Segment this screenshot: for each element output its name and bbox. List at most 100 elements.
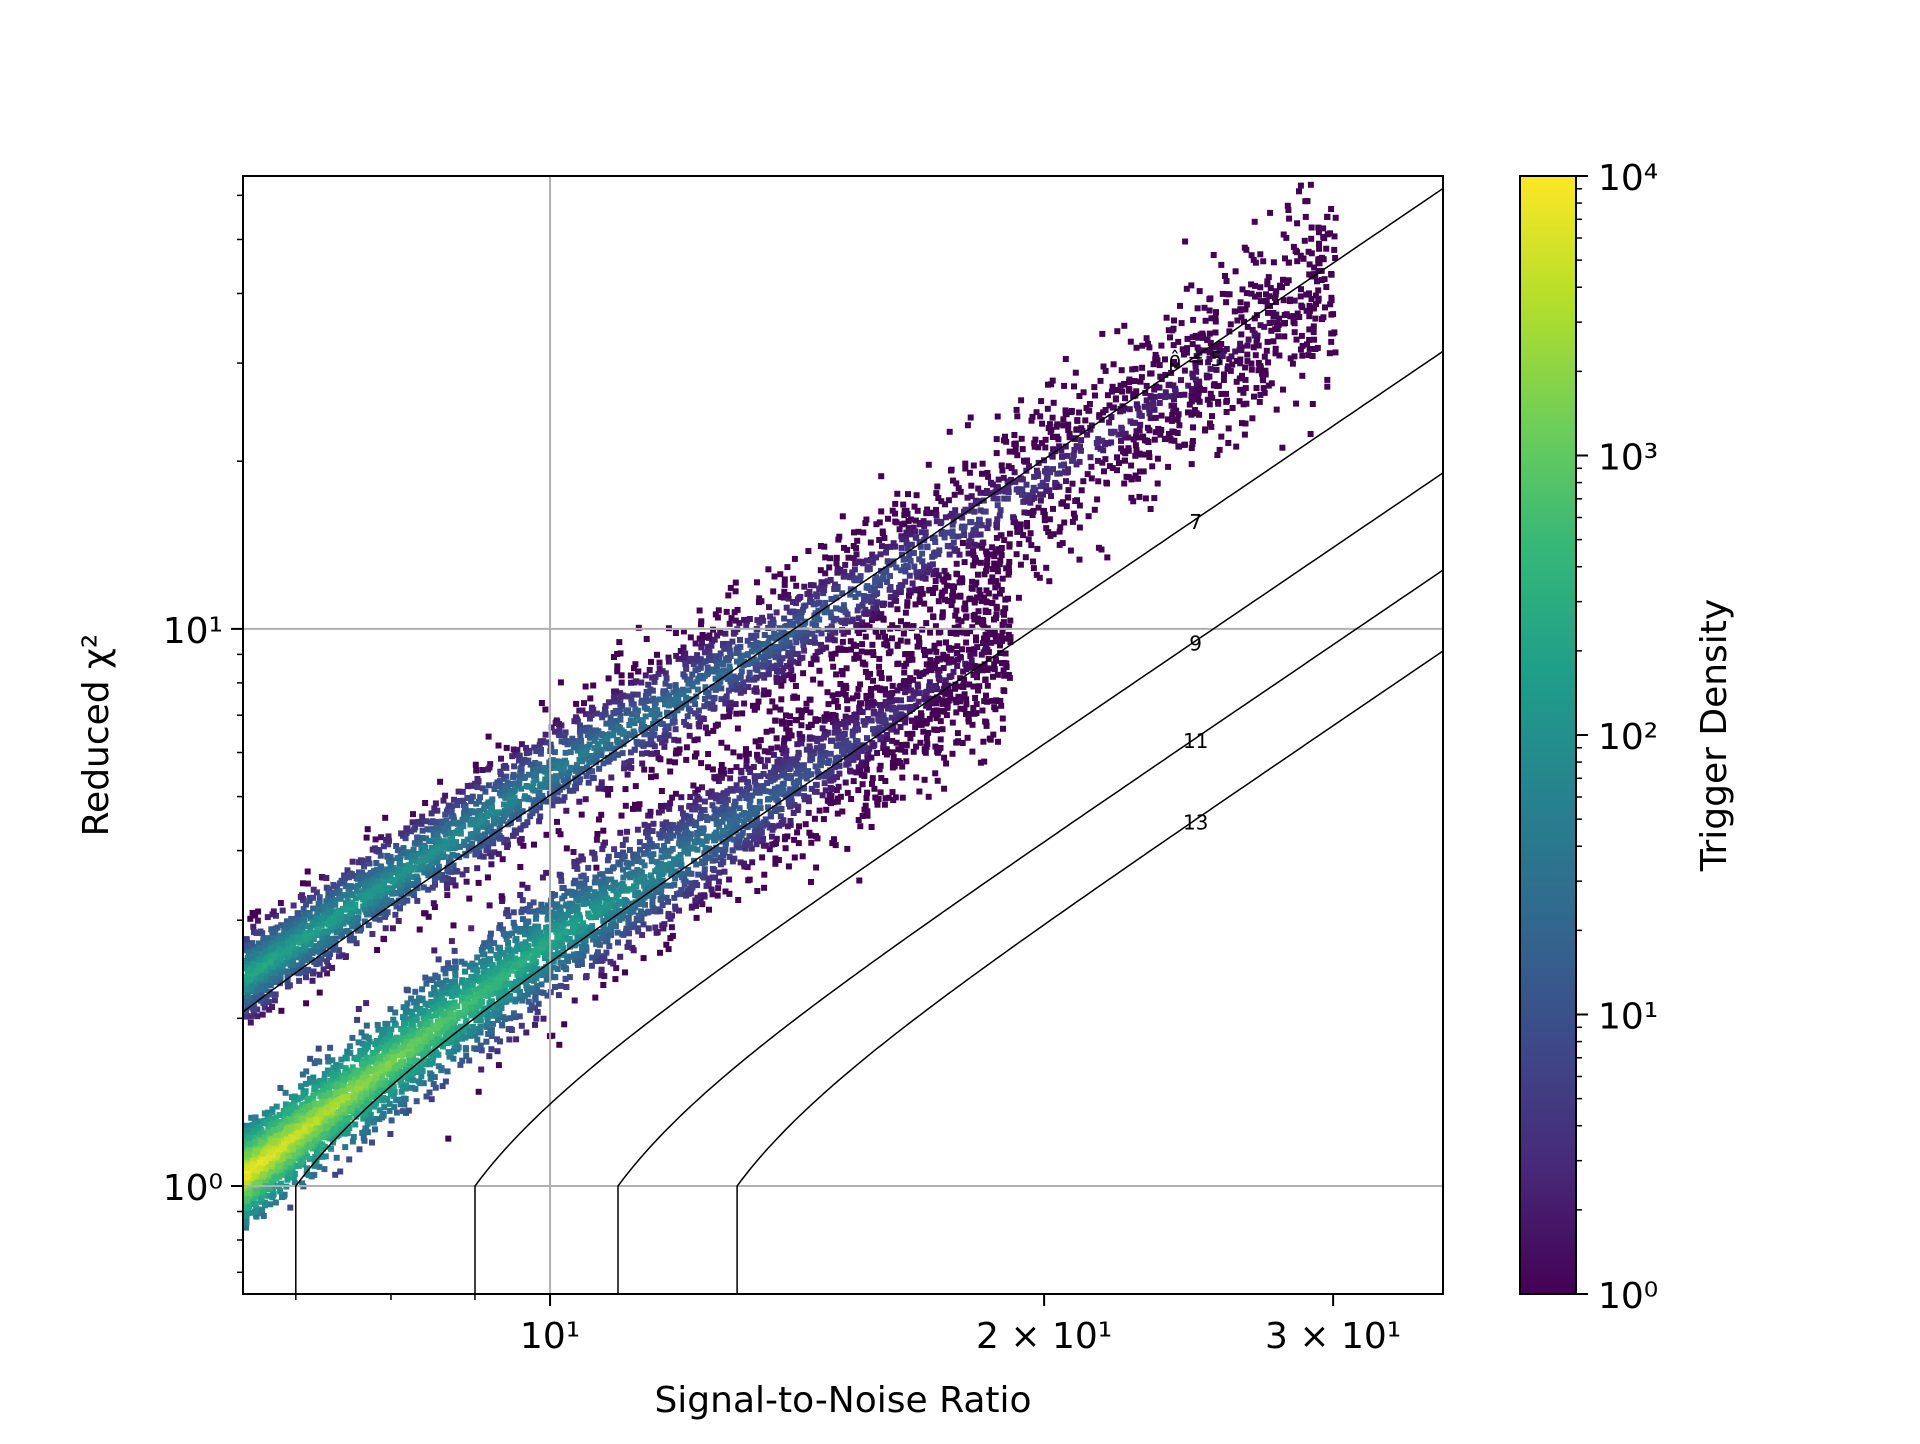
density-cell	[525, 998, 532, 1005]
density-cell	[871, 741, 878, 748]
density-cell	[342, 1072, 348, 1079]
density-cell	[518, 1022, 525, 1029]
density-cell	[963, 666, 970, 673]
density-cell	[742, 845, 749, 852]
density-cell	[527, 966, 534, 972]
density-cell	[403, 1067, 409, 1073]
density-cell	[314, 1089, 321, 1096]
density-cell	[757, 773, 764, 780]
density-cell	[582, 943, 589, 950]
density-cell	[481, 957, 488, 964]
density-cell	[580, 947, 586, 954]
density-cell	[555, 915, 561, 922]
density-cell	[450, 1055, 457, 1062]
density-cell	[812, 763, 819, 770]
density-cell	[893, 728, 900, 735]
density-cell	[761, 884, 768, 891]
density-cell	[495, 1017, 501, 1023]
density-cell	[272, 1199, 279, 1206]
density-cell	[889, 760, 896, 766]
density-cell	[921, 748, 928, 755]
density-cell	[439, 1043, 446, 1050]
density-cell	[438, 1065, 445, 1072]
density-cell	[898, 697, 904, 704]
density-cell	[592, 994, 599, 1001]
density-cell	[752, 738, 759, 745]
density-cell	[422, 1031, 429, 1038]
density-cell	[526, 902, 533, 909]
density-cell	[905, 657, 912, 664]
density-cell	[349, 1064, 356, 1071]
density-cell	[320, 1081, 327, 1088]
density-cell	[290, 1120, 297, 1127]
density-cell	[757, 737, 764, 744]
density-cell	[715, 885, 722, 892]
density-cell	[1005, 563, 1012, 570]
density-cell	[329, 1112, 336, 1119]
density-cell	[899, 774, 906, 781]
density-cell	[390, 1016, 397, 1023]
density-cell	[406, 1016, 413, 1023]
density-cell	[921, 776, 928, 783]
density-cell	[844, 789, 851, 796]
density-cell	[752, 778, 758, 785]
density-cell	[910, 623, 917, 630]
density-cell	[269, 1194, 276, 1201]
density-cell	[465, 984, 472, 991]
density-cell	[353, 1056, 360, 1063]
density-cell	[933, 700, 940, 707]
density-cell	[478, 1047, 485, 1054]
density-cell	[535, 907, 542, 914]
density-cell	[334, 1071, 341, 1078]
density-cell	[747, 769, 754, 776]
density-cell	[963, 639, 970, 646]
density-cell	[575, 937, 582, 944]
density-cell	[448, 938, 455, 945]
density-cell	[668, 924, 675, 931]
density-cell	[307, 1055, 314, 1062]
density-cell	[583, 974, 589, 981]
density-cell	[587, 929, 594, 936]
density-cell	[327, 1106, 334, 1113]
density-cell	[531, 977, 538, 984]
density-cell	[970, 671, 977, 678]
density-cell	[833, 742, 840, 749]
density-cell	[412, 998, 419, 1005]
density-cell	[976, 587, 983, 594]
density-cell	[376, 1080, 383, 1087]
density-cell	[863, 795, 870, 801]
density-cell	[337, 1168, 344, 1175]
density-cell	[416, 1068, 423, 1075]
density-cell	[265, 1192, 272, 1199]
density-cell	[261, 1120, 268, 1127]
density-cell	[277, 1085, 284, 1091]
density-cell	[927, 606, 934, 613]
density-cell	[243, 1128, 249, 1135]
density-cell	[260, 1171, 267, 1178]
density-cell	[787, 713, 793, 720]
density-cell	[283, 1146, 290, 1153]
density-cell	[355, 1104, 362, 1111]
density-cell	[413, 1017, 420, 1024]
density-cell	[793, 717, 800, 724]
density-cell	[913, 774, 920, 781]
density-cell	[726, 876, 733, 883]
density-cell	[552, 974, 559, 981]
density-cell	[825, 757, 832, 764]
density-cell	[786, 727, 793, 734]
density-cell	[467, 1029, 474, 1036]
density-cell	[306, 1104, 313, 1110]
density-cell	[311, 1079, 318, 1086]
density-cell	[344, 1068, 351, 1075]
density-cell	[544, 992, 551, 999]
density-cell	[280, 1141, 287, 1148]
density-cell	[721, 798, 728, 805]
density-cell	[530, 899, 537, 906]
density-cell	[775, 806, 782, 813]
density-cell	[931, 642, 938, 649]
density-cell	[805, 809, 812, 816]
density-cell	[288, 1106, 295, 1113]
density-cell	[455, 1025, 461, 1032]
density-cell	[890, 754, 897, 761]
density-cell	[954, 663, 961, 669]
